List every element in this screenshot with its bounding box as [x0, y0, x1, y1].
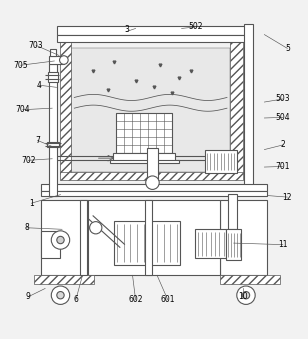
Text: 602: 602 — [128, 295, 143, 304]
Bar — [147, 148, 158, 182]
Bar — [49, 56, 64, 64]
Text: 705: 705 — [13, 61, 28, 70]
Bar — [110, 160, 179, 163]
Text: 12: 12 — [283, 193, 292, 202]
Bar — [145, 200, 152, 275]
Text: 11: 11 — [278, 240, 288, 249]
Text: 502: 502 — [188, 22, 203, 32]
Bar — [113, 153, 175, 161]
Circle shape — [57, 236, 64, 244]
Bar — [230, 42, 243, 174]
Bar — [205, 151, 237, 173]
Bar — [60, 172, 243, 180]
Bar — [57, 26, 246, 35]
Text: 7: 7 — [35, 136, 40, 145]
Bar — [226, 229, 241, 260]
Text: 601: 601 — [160, 295, 175, 304]
Bar — [114, 221, 180, 265]
Bar — [57, 35, 246, 42]
Bar — [71, 48, 230, 172]
Text: 5: 5 — [285, 44, 290, 53]
Bar — [49, 64, 57, 196]
Bar — [60, 42, 71, 174]
Text: 9: 9 — [26, 292, 31, 301]
Bar — [41, 231, 60, 258]
Text: 1: 1 — [29, 199, 34, 208]
Text: 3: 3 — [124, 25, 129, 35]
Circle shape — [51, 286, 70, 304]
Bar — [41, 184, 267, 191]
Text: 701: 701 — [276, 162, 290, 171]
Text: 504: 504 — [275, 113, 290, 122]
Bar — [88, 200, 220, 275]
Bar — [80, 200, 87, 275]
Bar — [47, 142, 59, 147]
Bar — [220, 275, 280, 284]
Text: 702: 702 — [21, 156, 35, 165]
Text: 4: 4 — [37, 81, 42, 90]
Bar — [228, 194, 237, 229]
Bar — [41, 200, 88, 275]
Bar — [48, 72, 58, 82]
Text: 704: 704 — [15, 105, 30, 114]
Circle shape — [59, 56, 68, 64]
Circle shape — [90, 222, 102, 234]
Text: 10: 10 — [238, 292, 248, 301]
Text: 2: 2 — [280, 140, 285, 149]
Text: 503: 503 — [275, 95, 290, 103]
Circle shape — [51, 231, 70, 249]
Circle shape — [57, 292, 64, 299]
Bar — [50, 49, 56, 56]
Text: 703: 703 — [29, 41, 43, 50]
Bar — [220, 200, 267, 275]
Circle shape — [242, 292, 250, 299]
Text: 6: 6 — [73, 295, 78, 304]
Bar — [41, 191, 267, 196]
Text: 8: 8 — [24, 223, 29, 232]
Bar — [116, 113, 172, 153]
Circle shape — [237, 286, 255, 304]
Bar — [195, 229, 226, 258]
Bar — [34, 275, 94, 284]
Bar — [245, 24, 253, 193]
Circle shape — [146, 176, 159, 190]
